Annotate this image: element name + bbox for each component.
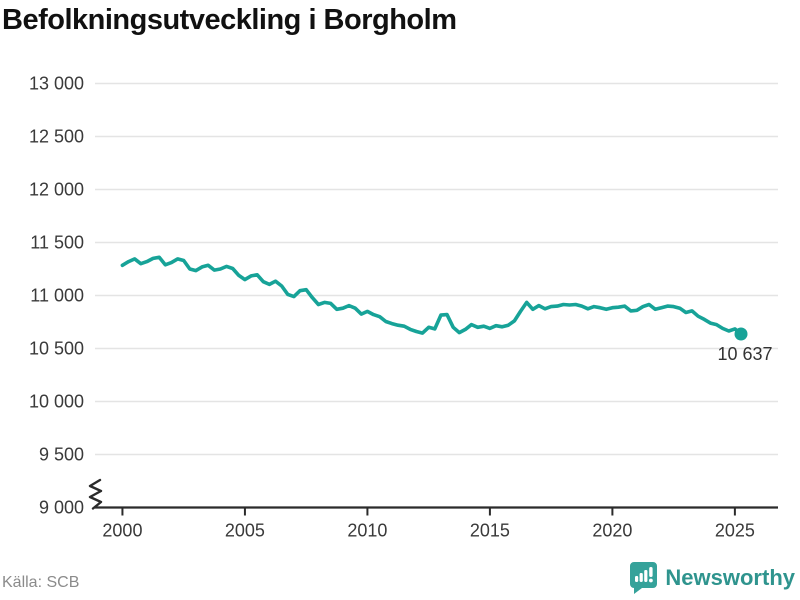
newsworthy-bars-icon — [630, 562, 658, 594]
y-tick-label: 11 000 — [30, 286, 84, 306]
x-tick-label: 2010 — [347, 521, 387, 541]
x-tick-label: 2015 — [470, 521, 510, 541]
y-tick-label: 12 500 — [29, 127, 84, 147]
y-tick-label: 13 000 — [29, 74, 84, 94]
source-note: Källa: SCB — [2, 574, 80, 591]
y-tick-label: 9 500 — [39, 445, 84, 465]
population-series-line — [120, 255, 743, 336]
y-tick-label: 11 500 — [30, 233, 84, 253]
y-tick-label: 10 000 — [29, 392, 84, 412]
newsworthy-wordmark: Newsworthy — [665, 565, 795, 590]
y-tick-label: 10 500 — [29, 339, 84, 359]
population-line-chart: 9 000 9 500 10 000 10 500 11 000 11 500 12 000… — [29, 74, 778, 541]
axis-break-icon — [88, 478, 103, 510]
newsworthy-logo[interactable]: Newsworthy — [629, 561, 795, 595]
end-point-marker — [734, 327, 748, 341]
chart-footer: Källa: SCB Newsworthy — [0, 560, 800, 598]
x-tick-label: 2000 — [102, 521, 142, 541]
end-value-label: 10 637 — [717, 344, 772, 364]
chart-title: Befolkningsutveckling i Borgholm — [2, 4, 457, 36]
x-tick-label: 2020 — [592, 521, 632, 541]
x-tick-label: 2005 — [225, 521, 265, 541]
y-tick-label: 12 000 — [29, 180, 84, 200]
y-tick-label: 9 000 — [39, 498, 84, 518]
x-tick-label: 2025 — [715, 521, 755, 541]
